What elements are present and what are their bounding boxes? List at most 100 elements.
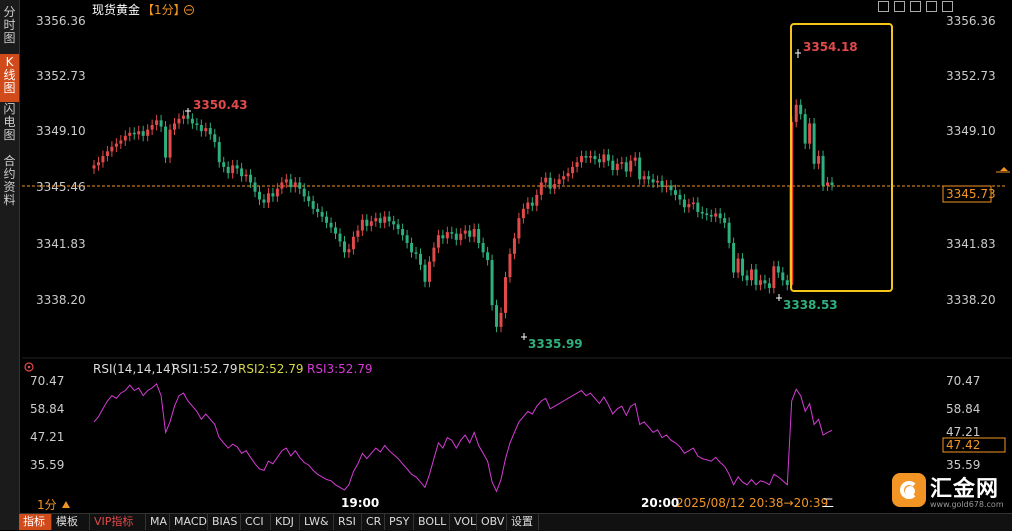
candle-body [427,261,431,282]
candle-body [736,258,740,273]
candle-body [289,179,293,188]
indicator-tab[interactable]: MACD [170,514,208,530]
high-label-right: 3354.18 [803,40,858,54]
indicator-tab[interactable]: VIP指标 [90,514,146,530]
candle-body [374,218,378,222]
candle-body [539,182,543,195]
candle-body [132,132,136,135]
candle-body [718,213,722,219]
price-label: 3349.10 [36,124,86,138]
tab-contract-info[interactable]: 合约资料 [3,154,16,207]
indicator-tab[interactable]: OBV [477,514,507,530]
candle-body [758,280,762,285]
candle-body [450,232,454,234]
candle-body [432,247,436,262]
low-marker-right [776,294,782,301]
candle-body [396,224,400,230]
candle-body [298,182,302,189]
indicator-tab[interactable]: RSI [334,514,362,530]
low-label-right: 3338.53 [783,298,838,312]
candle-body [571,166,575,174]
candle-body [311,201,315,209]
candle-body [530,202,534,206]
expand-icon[interactable] [878,1,889,12]
candle-body [137,131,141,135]
candle-body [557,179,561,184]
period-indicator[interactable]: 1分 [37,498,57,512]
candle-body [445,232,449,239]
candle-body [754,269,758,285]
indicator-tab[interactable]: CCI [241,514,271,530]
candle-body [562,176,566,180]
candle-body [280,182,284,189]
candle-body [293,182,297,188]
candle-body [620,162,624,164]
candle-body [360,219,364,231]
indicator-tab[interactable]: MA [146,514,170,530]
candle-body [517,218,521,239]
candle-body [633,157,637,161]
candle-body [508,253,512,278]
candle-body [392,221,396,225]
candle-body [673,190,677,195]
logo-url: www.gold678.com [930,500,1004,509]
candle-body [821,156,825,186]
tab-kline[interactable]: K线图 [0,54,19,102]
candle-body [826,182,830,186]
indicator-tab[interactable]: VOL [450,514,477,530]
candle-body [302,188,306,197]
indicator-tab[interactable]: 指标 [19,514,52,530]
candle-body [101,156,105,163]
candle-body [615,163,619,171]
rsi-axis-label: 70.47 [946,374,980,388]
window-icon[interactable] [926,1,937,12]
rsi-axis-label: 58.84 [946,402,980,416]
candle-body [168,129,172,158]
rsi-axis-label: 58.84 [30,402,64,416]
candle-body [190,118,194,124]
candle-body [638,157,642,180]
candle-body [651,179,655,183]
candle-body [316,208,320,212]
price-label: 3356.36 [946,14,996,28]
fit-icon[interactable] [894,1,905,12]
indicator-tab[interactable]: LW& [300,514,334,530]
logo-badge-icon [892,473,926,507]
period-up-arrow-icon[interactable] [62,501,70,508]
indicator-tab[interactable]: 设置 [507,514,539,530]
candle-body [696,202,700,212]
grid-icon[interactable] [910,1,921,12]
indicator-tab[interactable]: 模板 [52,514,90,530]
candle-body [217,142,221,163]
candle-body [181,115,185,119]
price-axis-right: 3356.36 3352.73 3349.10 3341.83 3338.20 [946,14,996,307]
candle-body [199,124,203,132]
settings-icon[interactable] [942,1,953,12]
candle-body [226,166,230,174]
tab-timeshare[interactable]: 分时图 [3,5,16,45]
indicator-tab[interactable]: PSY [385,514,414,530]
candle-body [817,156,821,164]
indicator-tab[interactable]: CR [362,514,385,530]
kline-chart[interactable]: 3356.36 3352.73 3349.10 3345.46 3341.83 … [0,0,1012,513]
candle-body [682,199,686,208]
current-price-tag [942,185,992,203]
indicator-tab[interactable]: BIAS [208,514,241,530]
candle-body [257,191,261,200]
indicator-tab[interactable]: BOLL [414,514,450,530]
rsi-line [93,383,833,493]
candle-body [763,280,767,284]
price-axis-left: 3356.36 3352.73 3349.10 3345.46 3341.83 … [36,14,86,307]
candle-body [669,185,673,191]
price-label: 3338.20 [36,293,86,307]
rsi-settings-icon[interactable] [24,362,34,372]
candle-body [240,168,244,177]
tab-flash[interactable]: 闪电图 [3,102,16,142]
low-marker-mid [521,333,527,340]
period-label[interactable]: 【1分】 [142,3,186,17]
circle-plus-icon[interactable] [184,5,194,15]
candle-body [128,132,132,136]
current-price-value: 3345.73 [946,187,996,201]
indicator-tab[interactable]: KDJ [271,514,300,530]
price-label: 3338.20 [946,293,996,307]
